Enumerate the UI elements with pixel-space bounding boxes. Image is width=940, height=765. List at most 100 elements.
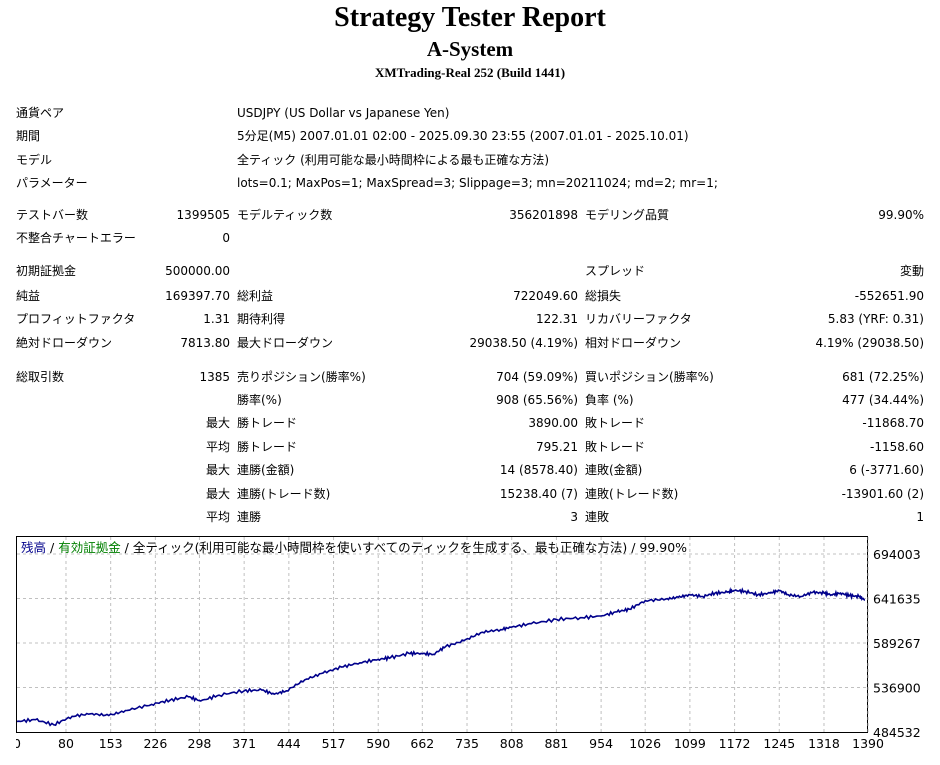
- rel-drawdown-value: 4.19% (29038.50): [815, 336, 924, 350]
- max-cons-prefix: 最大: [205, 463, 230, 477]
- profit-factor-label: プロフィットファクタ: [16, 312, 136, 326]
- x-tick-label: 371: [232, 736, 256, 751]
- y-tick-label: 484532: [873, 725, 921, 740]
- max-cons-profit-value: 15238.40 (7): [499, 487, 578, 501]
- x-tick-label: 735: [455, 736, 479, 751]
- avg-loss-value: -1158.60: [870, 440, 924, 454]
- gross-profit-label: 総利益: [237, 289, 274, 303]
- system-name: A-System: [426, 37, 514, 61]
- x-tick-label: 590: [366, 736, 390, 751]
- long-positions-value: 681 (72.25%): [842, 370, 924, 384]
- total-trades-value: 1385: [199, 370, 230, 384]
- avg-cons-losses-label: 連敗: [585, 510, 610, 524]
- legend-model-text: / 全ティック(利用可能な最小時間枠を使いすべてのティックを生成する、最も正確な…: [121, 540, 687, 555]
- rel-drawdown-label: 相対ドローダウン: [585, 336, 682, 350]
- spread-value: 変動: [899, 264, 924, 278]
- period-value: 5分足(M5) 2007.01.01 02:00 - 2025.09.30 23…: [237, 129, 689, 143]
- params-label: パラメーター: [16, 176, 88, 190]
- max-cons-wins-label: 連勝(金額): [237, 463, 295, 477]
- max-drawdown-label: 最大ドローダウン: [237, 336, 334, 350]
- x-tick-label: 1099: [674, 736, 706, 751]
- report-title: Strategy Tester Report: [334, 2, 606, 33]
- x-tick-label: 0: [16, 736, 21, 751]
- win-rate-label: 勝率(%): [237, 393, 282, 407]
- abs-drawdown-value: 7813.80: [180, 336, 230, 350]
- avg-cons-wins-value: 3: [570, 510, 578, 524]
- profit-factor-value: 1.31: [203, 312, 230, 326]
- net-profit-value: 169397.70: [165, 289, 230, 303]
- gross-profit-value: 722049.60: [513, 289, 578, 303]
- avg-cons-prefix: 平均: [205, 510, 230, 524]
- net-profit-label: 純益: [16, 289, 41, 303]
- balance-series-line: [16, 586, 865, 727]
- max-cons-wins-value: 14 (8578.40): [499, 463, 578, 477]
- chart-legend: 残高 / 有効証拠金 / 全ティック(利用可能な最小時間枠を使いすべてのティック…: [21, 540, 687, 555]
- x-tick-label: 1245: [763, 736, 795, 751]
- quality-value: 99.90%: [878, 208, 924, 222]
- largest-loss-value: -11868.70: [862, 416, 924, 430]
- x-tick-label: 80: [58, 736, 74, 751]
- period-label: 期間: [16, 129, 41, 143]
- x-tick-label: 662: [410, 736, 434, 751]
- gross-loss-value: -552651.90: [854, 289, 924, 303]
- legend-separator: /: [46, 540, 58, 555]
- bars-label: テストバー数: [16, 208, 89, 222]
- avg-win-label: 勝トレード: [237, 440, 298, 454]
- y-tick-label: 589267: [873, 636, 921, 651]
- mismatch-label: 不整合チャートエラー: [16, 231, 136, 245]
- avg-cons-losses-value: 1: [916, 510, 924, 524]
- largest-loss-label: 敗トレード: [585, 416, 646, 430]
- long-positions-label: 買いポジション(勝率%): [585, 370, 714, 384]
- x-tick-label: 226: [143, 736, 167, 751]
- spread-label: スプレッド: [585, 264, 646, 278]
- largest-win-value: 3890.00: [528, 416, 578, 430]
- legend-equity: 有効証拠金: [58, 540, 121, 555]
- legend-balance: 残高: [21, 540, 46, 555]
- x-tick-label: 444: [277, 736, 301, 751]
- pair-value: USDJPY (US Dollar vs Japanese Yen): [237, 106, 450, 120]
- short-positions-label: 売りポジション(勝率%): [237, 370, 366, 384]
- abs-drawdown-label: 絶対ドローダウン: [16, 336, 113, 350]
- mismatch-value: 0: [222, 231, 230, 245]
- avg-win-value: 795.21: [536, 440, 578, 454]
- quality-label: モデリング品質: [585, 208, 670, 222]
- expected-payoff-value: 122.31: [536, 312, 578, 326]
- short-positions-value: 704 (59.09%): [496, 370, 578, 384]
- x-tick-label: 1318: [808, 736, 840, 751]
- x-tick-label: 808: [500, 736, 524, 751]
- x-tick-label: 517: [322, 736, 346, 751]
- pair-label: 通貨ペア: [16, 106, 65, 120]
- y-tick-label: 641635: [873, 592, 921, 607]
- max-drawdown-value: 29038.50 (4.19%): [469, 336, 578, 350]
- max-cons-loss-value: -13901.60 (2): [841, 487, 924, 501]
- largest-prefix: 最大: [205, 416, 230, 430]
- max-cons-trades-prefix: 最大: [205, 487, 230, 501]
- x-tick-label: 1390: [852, 736, 884, 751]
- expected-payoff-label: 期待利得: [237, 312, 286, 326]
- recovery-factor-value: 5.83 (YRF: 0.31): [827, 312, 924, 326]
- deposit-label: 初期証拠金: [16, 264, 77, 278]
- ticks-label: モデルティック数: [237, 208, 333, 222]
- params-value: lots=0.1; MaxPos=1; MaxSpread=3; Slippag…: [237, 176, 718, 190]
- x-tick-label: 1172: [719, 736, 751, 751]
- recovery-factor-label: リカバリーファクタ: [585, 312, 692, 326]
- ticks-value: 356201898: [509, 208, 578, 222]
- avg-cons-wins-label: 連勝: [237, 510, 262, 524]
- win-rate-value: 908 (65.56%): [496, 393, 578, 407]
- max-cons-loss-label: 連敗(トレード数): [585, 487, 679, 501]
- gross-loss-label: 総損失: [585, 289, 622, 303]
- x-tick-label: 153: [99, 736, 123, 751]
- average-prefix: 平均: [205, 440, 230, 454]
- x-axis-ticks: 0 80 153 226 298 371 444 517 590 662 735 808 881 954 1…: [13, 736, 884, 751]
- x-tick-label: 881: [544, 736, 568, 751]
- chart-grid: [17, 537, 869, 732]
- y-tick-label: 536900: [873, 680, 921, 695]
- total-trades-label: 総取引数: [16, 370, 65, 384]
- x-tick-label: 1026: [629, 736, 661, 751]
- server-build: XMTrading-Real 252 (Build 1441): [374, 65, 566, 80]
- balance-chart-svg: 残高 / 有効証拠金 / 全ティック(利用可能な最小時間枠を使いすべてのティック…: [13, 536, 921, 751]
- x-tick-label: 954: [589, 736, 613, 751]
- loss-rate-value: 477 (34.44%): [842, 393, 924, 407]
- chart-plot-area: [16, 536, 868, 733]
- max-cons-losses-label: 連敗(金額): [585, 463, 643, 477]
